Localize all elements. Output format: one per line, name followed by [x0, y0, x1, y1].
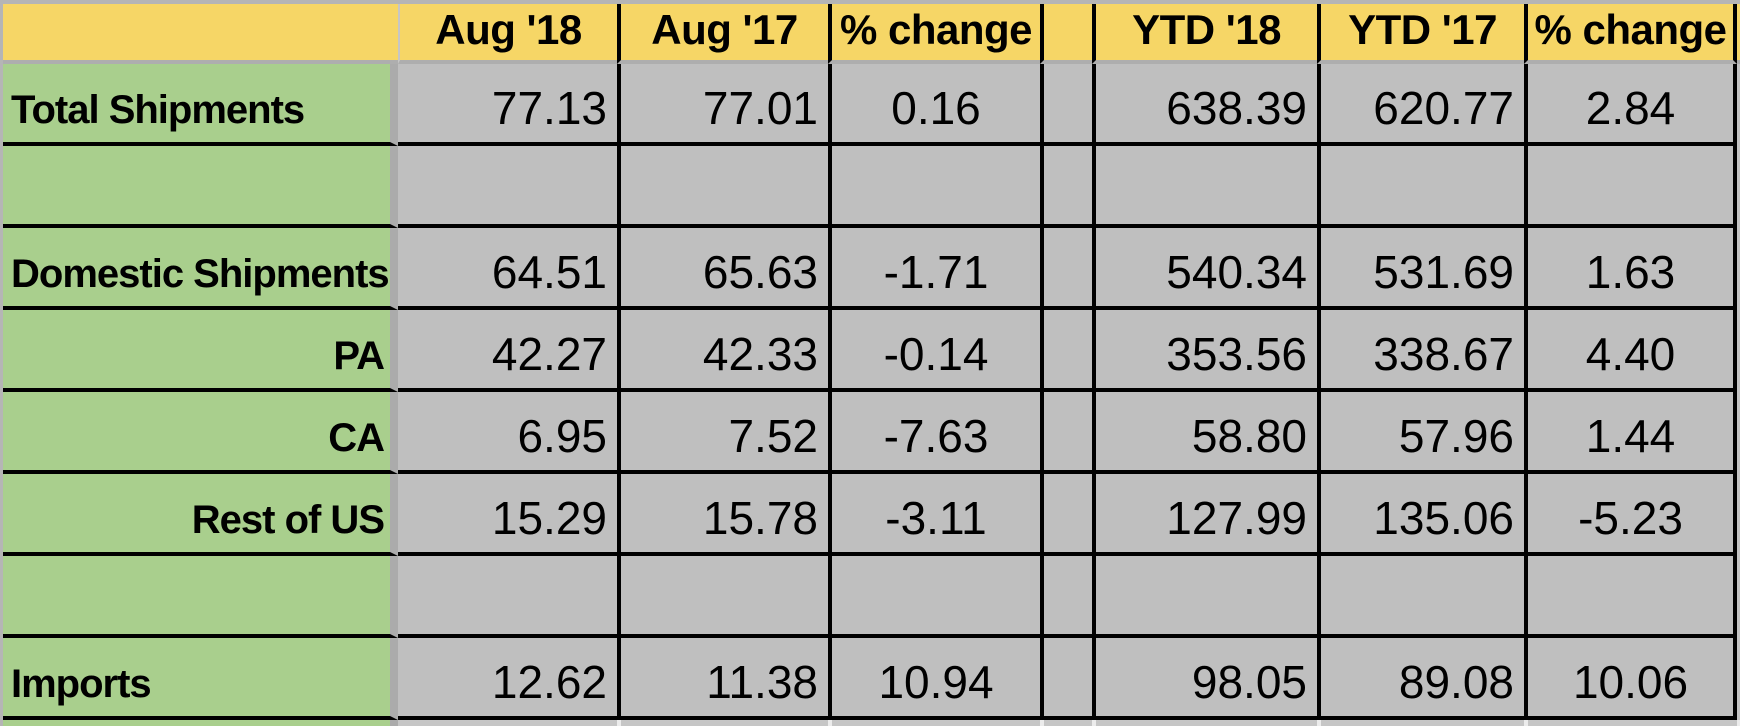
column-header-aug-18[interactable]: Aug '18 — [398, 4, 617, 64]
column-header-gap[interactable] — [1040, 4, 1092, 64]
sliver-cell — [1737, 720, 1740, 726]
cell-r3-pct-change[interactable]: -0.14 — [828, 310, 1040, 392]
cell-r3-ytd-17[interactable]: 338.67 — [1317, 310, 1524, 392]
cell-r0-ytd-17[interactable]: 620.77 — [1317, 64, 1524, 146]
cell-r4-ytd-17[interactable]: 57.96 — [1317, 392, 1524, 474]
cell-r6-ytd-17[interactable] — [1317, 556, 1524, 638]
cell-r0-aug-17[interactable]: 77.01 — [617, 64, 828, 146]
cell-r1-gap[interactable] — [1040, 146, 1092, 228]
cell-r2-aug-17[interactable]: 65.63 — [617, 228, 828, 310]
cell-r0-pct-change[interactable]: 0.16 — [828, 64, 1040, 146]
sliver-cell — [828, 720, 1040, 726]
column-header-row-label[interactable] — [3, 4, 398, 64]
cell-r3-aug-17[interactable]: 42.33 — [617, 310, 828, 392]
cell-r2-ytd-17[interactable]: 531.69 — [1317, 228, 1524, 310]
cell-r2-aug-18[interactable]: 64.51 — [398, 228, 617, 310]
cell-r0-row-label[interactable]: Total Shipments — [3, 64, 398, 146]
cell-r0-gap[interactable] — [1040, 64, 1092, 146]
cell-r1-row-label[interactable] — [3, 146, 398, 228]
sliver-cell — [1092, 720, 1317, 726]
cell-r5-ytd-pct-change[interactable]: -5.23 — [1524, 474, 1737, 556]
cell-r7-row-label[interactable]: Imports — [3, 638, 398, 720]
cell-r4-pct-change[interactable]: -7.63 — [828, 392, 1040, 474]
sliver-cell — [1524, 720, 1737, 726]
cell-r2-ytd-pct-change[interactable]: 1.63 — [1524, 228, 1737, 310]
cell-r0-aug-18[interactable]: 77.13 — [398, 64, 617, 146]
cell-r7-ytd-pct-change[interactable]: 10.06 — [1524, 638, 1737, 720]
edge-sliver — [1737, 64, 1740, 146]
sliver-cell — [1317, 720, 1524, 726]
edge-sliver — [1737, 392, 1740, 474]
edge-sliver — [1737, 474, 1740, 556]
cell-r6-aug-18[interactable] — [398, 556, 617, 638]
sliver-cell — [617, 720, 828, 726]
cell-r5-aug-18[interactable]: 15.29 — [398, 474, 617, 556]
cell-r6-aug-17[interactable] — [617, 556, 828, 638]
cell-r6-gap[interactable] — [1040, 556, 1092, 638]
cell-r3-gap[interactable] — [1040, 310, 1092, 392]
cell-r3-ytd-18[interactable]: 353.56 — [1092, 310, 1317, 392]
cell-r4-gap[interactable] — [1040, 392, 1092, 474]
cell-r5-gap[interactable] — [1040, 474, 1092, 556]
cell-r3-row-label[interactable]: PA — [3, 310, 398, 392]
cell-r3-ytd-pct-change[interactable]: 4.40 — [1524, 310, 1737, 392]
cell-r2-ytd-18[interactable]: 540.34 — [1092, 228, 1317, 310]
column-header-pct-change[interactable]: % change — [828, 4, 1040, 64]
sliver-cell — [1040, 720, 1092, 726]
edge-sliver — [1737, 556, 1740, 638]
cell-r1-aug-17[interactable] — [617, 146, 828, 228]
column-header-aug-17[interactable]: Aug '17 — [617, 4, 828, 64]
cell-r4-aug-18[interactable]: 6.95 — [398, 392, 617, 474]
cell-r7-gap[interactable] — [1040, 638, 1092, 720]
cell-r7-pct-change[interactable]: 10.94 — [828, 638, 1040, 720]
cell-r0-ytd-pct-change[interactable]: 2.84 — [1524, 64, 1737, 146]
cell-r5-row-label[interactable]: Rest of US — [3, 474, 398, 556]
cell-r6-ytd-18[interactable] — [1092, 556, 1317, 638]
edge-sliver — [1737, 228, 1740, 310]
cell-r1-ytd-pct-change[interactable] — [1524, 146, 1737, 228]
column-header-ytd-pct-change[interactable]: % change — [1524, 4, 1737, 64]
cell-r6-pct-change[interactable] — [828, 556, 1040, 638]
cell-r2-gap[interactable] — [1040, 228, 1092, 310]
cell-r4-row-label[interactable]: CA — [3, 392, 398, 474]
edge-sliver — [1737, 638, 1740, 720]
cell-r7-aug-18[interactable]: 12.62 — [398, 638, 617, 720]
column-header-ytd-17[interactable]: YTD '17 — [1317, 4, 1524, 64]
edge-sliver — [1737, 146, 1740, 228]
cell-r7-ytd-18[interactable]: 98.05 — [1092, 638, 1317, 720]
column-header-ytd-18[interactable]: YTD '18 — [1092, 4, 1317, 64]
sliver-label-cell — [3, 720, 398, 726]
cell-r1-ytd-18[interactable] — [1092, 146, 1317, 228]
cell-r3-aug-18[interactable]: 42.27 — [398, 310, 617, 392]
cell-r7-ytd-17[interactable]: 89.08 — [1317, 638, 1524, 720]
header-edge-sliver — [1737, 4, 1740, 64]
cell-r4-ytd-18[interactable]: 58.80 — [1092, 392, 1317, 474]
cell-r7-aug-17[interactable]: 11.38 — [617, 638, 828, 720]
sliver-cell — [398, 720, 617, 726]
cell-r1-ytd-17[interactable] — [1317, 146, 1524, 228]
cell-r2-pct-change[interactable]: -1.71 — [828, 228, 1040, 310]
cell-r1-aug-18[interactable] — [398, 146, 617, 228]
cell-r5-ytd-18[interactable]: 127.99 — [1092, 474, 1317, 556]
cell-r6-ytd-pct-change[interactable] — [1524, 556, 1737, 638]
cell-r4-ytd-pct-change[interactable]: 1.44 — [1524, 392, 1737, 474]
cell-r2-row-label[interactable]: Domestic Shipments — [3, 228, 398, 310]
edge-sliver — [1737, 310, 1740, 392]
cell-r5-ytd-17[interactable]: 135.06 — [1317, 474, 1524, 556]
cell-r5-pct-change[interactable]: -3.11 — [828, 474, 1040, 556]
cell-r0-ytd-18[interactable]: 638.39 — [1092, 64, 1317, 146]
cell-r6-row-label[interactable] — [3, 556, 398, 638]
cell-r1-pct-change[interactable] — [828, 146, 1040, 228]
cell-r5-aug-17[interactable]: 15.78 — [617, 474, 828, 556]
cell-r4-aug-17[interactable]: 7.52 — [617, 392, 828, 474]
